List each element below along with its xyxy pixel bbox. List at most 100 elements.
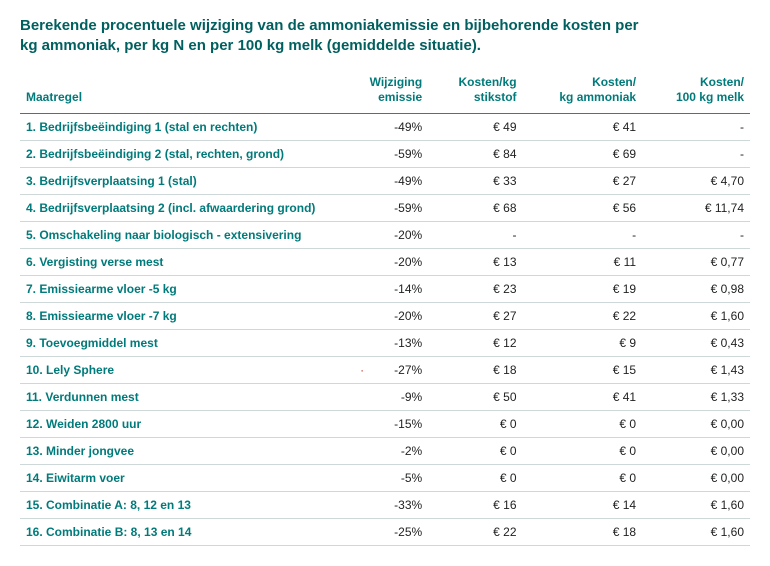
cell-kosten_melk: € 0,43 xyxy=(642,329,750,356)
cell-wijziging: -25% xyxy=(341,518,428,545)
table-body: 1. Bedrijfsbeëindiging 1 (stal en rechte… xyxy=(20,113,750,545)
cell-kosten_ammoniak: € 22 xyxy=(523,302,643,329)
cell-kosten_melk: € 0,00 xyxy=(642,437,750,464)
data-table: Maatregel Wijziging emissie Kosten/kg st… xyxy=(20,71,750,546)
cell-wijziging: -15% xyxy=(341,410,428,437)
cell-wijziging: -49% xyxy=(341,167,428,194)
cell-kosten_stikstof: € 22 xyxy=(428,518,522,545)
col-wijziging-l2: emissie xyxy=(378,90,422,104)
cell-wijziging: -9% xyxy=(341,383,428,410)
cell-wijziging: -20% xyxy=(341,302,428,329)
table-row: 16. Combinatie B: 8, 13 en 14-25%€ 22€ 1… xyxy=(20,518,750,545)
cell-kosten_ammoniak: € 15 xyxy=(523,356,643,383)
cell-maatregel: 15. Combinatie A: 8, 12 en 13 xyxy=(20,491,341,518)
cell-kosten_ammoniak: - xyxy=(523,221,643,248)
cell-wijziging: -33% xyxy=(341,491,428,518)
cell-kosten_stikstof: € 12 xyxy=(428,329,522,356)
cell-kosten_stikstof: € 27 xyxy=(428,302,522,329)
col-wijziging-l1: Wijziging xyxy=(370,75,423,89)
cell-maatregel: 11. Verdunnen mest xyxy=(20,383,341,410)
cell-kosten_stikstof: € 84 xyxy=(428,140,522,167)
table-row: 11. Verdunnen mest-9%€ 50€ 41€ 1,33 xyxy=(20,383,750,410)
header-row: Maatregel Wijziging emissie Kosten/kg st… xyxy=(20,71,750,114)
cell-kosten_melk: € 1,60 xyxy=(642,491,750,518)
cell-kosten_melk: € 11,74 xyxy=(642,194,750,221)
col-stikstof-l1: Kosten/kg xyxy=(459,75,517,89)
col-stikstof-l2: stikstof xyxy=(474,90,517,104)
table-row: 13. Minder jongvee-2%€ 0€ 0€ 0,00 xyxy=(20,437,750,464)
cell-kosten_ammoniak: € 0 xyxy=(523,437,643,464)
cell-kosten_ammoniak: € 41 xyxy=(523,383,643,410)
table-row: 14. Eiwitarm voer-5%€ 0€ 0€ 0,00 xyxy=(20,464,750,491)
col-ammoniak: Kosten/ kg ammoniak xyxy=(523,71,643,114)
cell-maatregel: 13. Minder jongvee xyxy=(20,437,341,464)
cell-kosten_melk: € 1,43 xyxy=(642,356,750,383)
accent-dot-icon: · xyxy=(360,363,364,377)
cell-maatregel: 12. Weiden 2800 uur xyxy=(20,410,341,437)
cell-kosten_ammoniak: € 11 xyxy=(523,248,643,275)
cell-kosten_ammoniak: € 18 xyxy=(523,518,643,545)
table-row: 7. Emissiearme vloer -5 kg-14%€ 23€ 19€ … xyxy=(20,275,750,302)
col-ammoniak-l1: Kosten/ xyxy=(592,75,636,89)
cell-maatregel: 9. Toevoegmiddel mest xyxy=(20,329,341,356)
col-melk-l2: 100 kg melk xyxy=(676,90,744,104)
cell-kosten_melk: - xyxy=(642,221,750,248)
table-title: Berekende procentuele wijziging van de a… xyxy=(20,16,660,57)
cell-maatregel: 14. Eiwitarm voer xyxy=(20,464,341,491)
cell-maatregel: 7. Emissiearme vloer -5 kg xyxy=(20,275,341,302)
cell-kosten_melk: - xyxy=(642,113,750,140)
table-row: 15. Combinatie A: 8, 12 en 13-33%€ 16€ 1… xyxy=(20,491,750,518)
cell-kosten_stikstof: € 16 xyxy=(428,491,522,518)
table-row: 12. Weiden 2800 uur-15%€ 0€ 0€ 0,00 xyxy=(20,410,750,437)
cell-wijziging: -20% xyxy=(341,221,428,248)
col-maatregel: Maatregel xyxy=(20,71,341,114)
cell-kosten_stikstof: € 68 xyxy=(428,194,522,221)
cell-kosten_ammoniak: € 69 xyxy=(523,140,643,167)
table-row: 3. Bedrijfsverplaatsing 1 (stal)-49%€ 33… xyxy=(20,167,750,194)
cell-wijziging: -13% xyxy=(341,329,428,356)
cell-wijziging: -20% xyxy=(341,248,428,275)
cell-kosten_stikstof: - xyxy=(428,221,522,248)
cell-kosten_melk: € 0,77 xyxy=(642,248,750,275)
cell-kosten_stikstof: € 0 xyxy=(428,410,522,437)
cell-wijziging: -14% xyxy=(341,275,428,302)
cell-kosten_melk: € 1,60 xyxy=(642,518,750,545)
cell-kosten_melk: € 0,98 xyxy=(642,275,750,302)
cell-maatregel: 1. Bedrijfsbeëindiging 1 (stal en rechte… xyxy=(20,113,341,140)
table-row: 1. Bedrijfsbeëindiging 1 (stal en rechte… xyxy=(20,113,750,140)
cell-wijziging: -5% xyxy=(341,464,428,491)
cell-kosten_ammoniak: € 19 xyxy=(523,275,643,302)
cell-wijziging: -49% xyxy=(341,113,428,140)
cell-maatregel: 3. Bedrijfsverplaatsing 1 (stal) xyxy=(20,167,341,194)
cell-wijziging: -59% xyxy=(341,194,428,221)
cell-kosten_melk: € 1,33 xyxy=(642,383,750,410)
cell-kosten_melk: € 0,00 xyxy=(642,410,750,437)
cell-maatregel: 4. Bedrijfsverplaatsing 2 (incl. afwaard… xyxy=(20,194,341,221)
cell-kosten_stikstof: € 18 xyxy=(428,356,522,383)
cell-kosten_ammoniak: € 14 xyxy=(523,491,643,518)
cell-maatregel: 6. Vergisting verse mest xyxy=(20,248,341,275)
cell-wijziging: -59% xyxy=(341,140,428,167)
table-row: 4. Bedrijfsverplaatsing 2 (incl. afwaard… xyxy=(20,194,750,221)
cell-kosten_stikstof: € 33 xyxy=(428,167,522,194)
table-row: 5. Omschakeling naar biologisch - extens… xyxy=(20,221,750,248)
cell-kosten_ammoniak: € 56 xyxy=(523,194,643,221)
table-row: 8. Emissiearme vloer -7 kg-20%€ 27€ 22€ … xyxy=(20,302,750,329)
cell-kosten_ammoniak: € 0 xyxy=(523,410,643,437)
table-row: 10. Lely Sphere·-27%€ 18€ 15€ 1,43 xyxy=(20,356,750,383)
cell-maatregel: 8. Emissiearme vloer -7 kg xyxy=(20,302,341,329)
cell-kosten_stikstof: € 0 xyxy=(428,437,522,464)
cell-kosten_ammoniak: € 41 xyxy=(523,113,643,140)
cell-maatregel: 10. Lely Sphere xyxy=(20,356,341,383)
cell-kosten_melk: € 1,60 xyxy=(642,302,750,329)
cell-kosten_stikstof: € 13 xyxy=(428,248,522,275)
table-row: 2. Bedrijfsbeëindiging 2 (stal, rechten,… xyxy=(20,140,750,167)
col-melk: Kosten/ 100 kg melk xyxy=(642,71,750,114)
cell-kosten_melk: - xyxy=(642,140,750,167)
col-stikstof: Kosten/kg stikstof xyxy=(428,71,522,114)
col-wijziging: Wijziging emissie xyxy=(341,71,428,114)
cell-kosten_ammoniak: € 27 xyxy=(523,167,643,194)
col-maatregel-l2: Maatregel xyxy=(26,90,82,104)
cell-maatregel: 16. Combinatie B: 8, 13 en 14 xyxy=(20,518,341,545)
cell-kosten_melk: € 0,00 xyxy=(642,464,750,491)
